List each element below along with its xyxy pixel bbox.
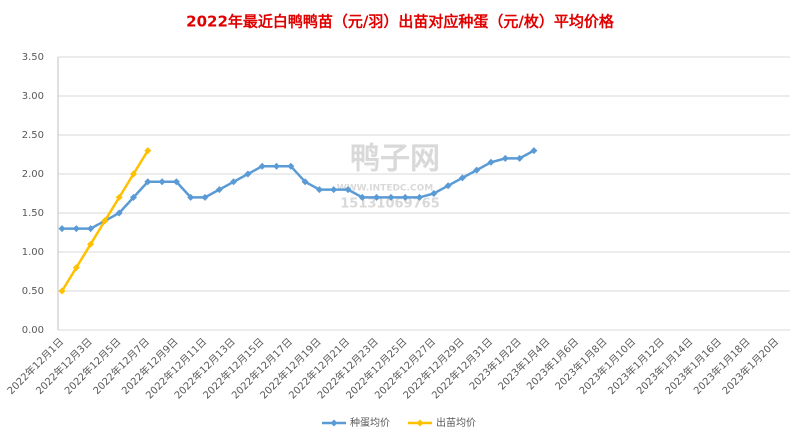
marker	[215, 186, 223, 194]
y-tick-label: 2.00	[22, 169, 44, 180]
watermark: 鸭子网	[350, 142, 440, 177]
marker	[87, 225, 95, 233]
marker	[344, 186, 352, 194]
legend-label: 出苗均价	[436, 416, 476, 429]
y-tick-label: 3.00	[22, 91, 44, 102]
marker	[287, 162, 295, 170]
marker	[144, 147, 152, 155]
marker	[416, 193, 423, 201]
marker	[58, 287, 66, 295]
marker	[330, 186, 338, 194]
marker	[101, 217, 109, 225]
marker	[487, 158, 495, 166]
marker	[473, 166, 481, 174]
marker	[315, 186, 323, 194]
marker	[373, 193, 381, 201]
marker	[172, 178, 180, 186]
y-tick-label: 3.50	[22, 52, 44, 63]
marker	[58, 225, 66, 233]
legend-marker	[330, 419, 338, 427]
marker	[87, 240, 95, 248]
chart-title: 2022年最近白鸭鸭苗（元/羽）出苗对应种蛋（元/枚）平均价格	[186, 13, 615, 31]
watermark: 15131069765	[340, 197, 440, 212]
marker	[230, 178, 238, 186]
y-tick-label: 2.50	[22, 130, 44, 141]
marker	[530, 147, 538, 155]
y-tick-label: 1.50	[22, 208, 44, 219]
marker	[358, 193, 366, 201]
marker	[501, 154, 509, 162]
marker	[115, 209, 123, 217]
marker	[516, 154, 524, 162]
marker	[187, 193, 195, 201]
y-tick-label: 0.00	[22, 325, 44, 336]
marker	[430, 190, 438, 197]
marker	[130, 193, 137, 201]
legend-marker	[416, 419, 424, 427]
marker	[273, 162, 280, 170]
marker	[387, 193, 395, 201]
marker	[244, 170, 252, 178]
marker	[72, 225, 80, 233]
legend-label: 种蛋均价	[350, 416, 390, 429]
marker	[458, 174, 466, 182]
series-line	[62, 149, 535, 230]
marker	[201, 193, 209, 201]
marker	[115, 193, 123, 201]
marker	[72, 264, 80, 272]
marker	[158, 178, 166, 186]
marker	[258, 162, 266, 170]
y-tick-label: 0.50	[22, 286, 44, 297]
marker	[144, 178, 152, 186]
marker	[130, 170, 137, 178]
marker	[444, 182, 452, 190]
watermark: WWW.INTEDC.COM	[337, 184, 433, 194]
marker	[301, 178, 309, 186]
y-tick-label: 1.00	[22, 247, 44, 258]
marker	[401, 193, 409, 201]
